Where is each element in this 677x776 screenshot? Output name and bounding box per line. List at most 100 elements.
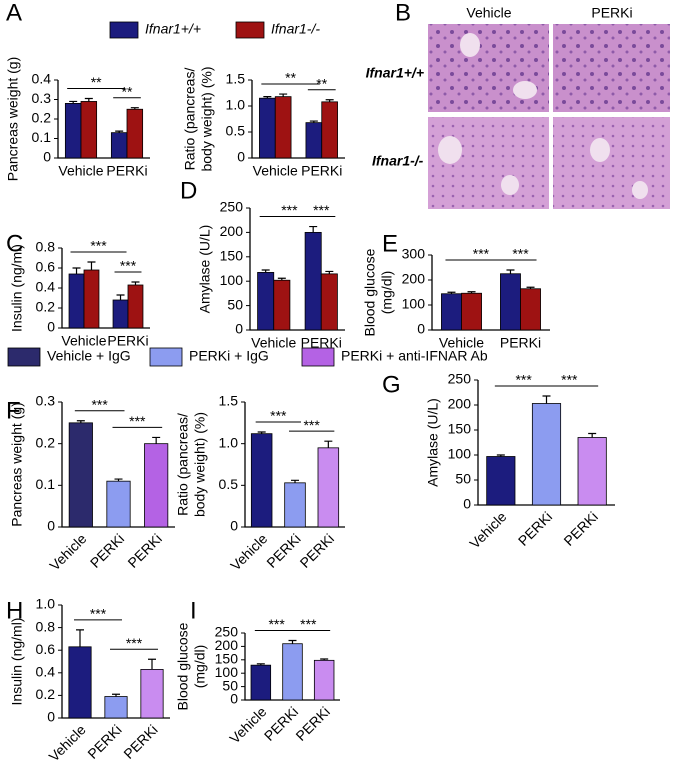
panel-letter: A xyxy=(6,0,22,26)
y-axis-label: Insulin (ng/ml) xyxy=(9,618,25,706)
bar xyxy=(259,97,276,159)
y-tick-label: 0.6 xyxy=(36,259,56,275)
error-bar xyxy=(261,269,270,273)
error-bar xyxy=(325,99,334,102)
significance-label: *** xyxy=(126,635,143,651)
y-tick-label: 100 xyxy=(402,296,426,312)
significance-label: ** xyxy=(316,75,327,91)
bar xyxy=(284,482,306,528)
y-axis-label: body weight) (%) xyxy=(199,66,215,171)
x-tick-label: PERKi xyxy=(500,335,541,351)
column-label: Vehicle xyxy=(466,5,511,21)
significance-label: *** xyxy=(129,413,146,429)
y-tick-label: 0 xyxy=(47,709,55,725)
bar xyxy=(250,433,273,528)
bar xyxy=(274,96,292,159)
y-tick-label: 50 xyxy=(222,677,238,693)
x-tick-label: PERKi xyxy=(515,508,555,548)
y-axis-label: Insulin (ng/ml) xyxy=(9,244,25,332)
error-bar xyxy=(115,130,124,133)
bar xyxy=(126,108,144,159)
x-tick-label: Vehicle xyxy=(227,530,270,573)
tissue-details xyxy=(438,33,648,199)
bar xyxy=(282,643,303,701)
error-bar xyxy=(324,440,333,448)
y-tick-label: 300 xyxy=(402,246,426,262)
y-tick-label: 0 xyxy=(230,691,238,707)
x-tick-label: PERKi xyxy=(106,163,147,179)
y-tick-label: 200 xyxy=(220,223,244,239)
y-tick-label: 0.3 xyxy=(32,90,52,106)
bar xyxy=(577,437,607,506)
panel-letter: D xyxy=(180,177,197,204)
panel-letter: B xyxy=(395,0,411,26)
y-tick-label: 100 xyxy=(215,664,239,680)
y-tick-label: 250 xyxy=(448,371,472,387)
bar xyxy=(273,279,291,331)
legend-label: Ifnar1-/- xyxy=(271,21,320,37)
significance-label: *** xyxy=(268,616,285,632)
y-tick-label: 0.1 xyxy=(32,129,52,145)
bar xyxy=(68,646,92,719)
x-tick-label: Vehicle xyxy=(46,530,89,573)
y-tick-label: 0.8 xyxy=(36,618,56,634)
error-bar xyxy=(130,107,139,110)
bar xyxy=(68,273,85,329)
y-tick-label: 250 xyxy=(215,624,239,640)
significance-label: *** xyxy=(300,616,317,632)
error-bar xyxy=(542,395,551,404)
x-tick-label: Vehicle xyxy=(61,333,106,349)
error-bar xyxy=(325,270,334,274)
error-bar xyxy=(256,663,265,666)
y-tick-label: 50 xyxy=(227,296,243,312)
x-tick-label: PERKi xyxy=(261,703,301,743)
y-tick-label: 0.2 xyxy=(36,434,56,450)
significance-label: ** xyxy=(285,70,296,86)
error-bar xyxy=(288,639,297,644)
x-tick-label: PERKi xyxy=(301,163,342,179)
legend-swatch xyxy=(235,21,265,39)
y-axis-label: Ratio (pancreas/ xyxy=(182,68,198,171)
y-tick-label: 0 xyxy=(235,321,243,337)
error-bar xyxy=(76,629,84,647)
bar xyxy=(68,422,93,528)
bar xyxy=(250,664,272,701)
error-bar xyxy=(526,286,535,289)
y-axis-label: (mg/dl) xyxy=(379,271,395,315)
significance-label: *** xyxy=(512,246,529,262)
x-tick-label: PERKi xyxy=(120,721,160,761)
error-bar xyxy=(496,454,505,457)
y-axis-label: Pancreas weight (g) xyxy=(9,402,25,527)
y-tick-label: 0.4 xyxy=(36,279,56,295)
histology-image xyxy=(553,24,670,112)
y-tick-label: 1.0 xyxy=(226,97,246,113)
y-tick-label: 100 xyxy=(448,446,472,462)
legend-label: Ifnar1+/+ xyxy=(145,21,201,37)
x-tick-label: PERKi xyxy=(560,508,600,548)
row-label: Ifnar1-/- xyxy=(372,153,424,169)
y-tick-label: 0.2 xyxy=(32,110,52,126)
significance-label: *** xyxy=(303,417,320,433)
bar xyxy=(520,288,541,331)
y-tick-label: 150 xyxy=(448,421,472,437)
y-tick-label: 0 xyxy=(417,321,425,337)
error-bar xyxy=(320,658,329,661)
y-tick-label: 150 xyxy=(215,651,239,667)
significance-label: *** xyxy=(90,606,107,622)
significance-label: *** xyxy=(473,246,490,262)
bar xyxy=(110,132,128,159)
y-tick-label: 200 xyxy=(402,271,426,287)
error-bar xyxy=(263,96,272,99)
x-tick-label: PERKi xyxy=(107,333,148,349)
bar xyxy=(320,273,338,331)
bar xyxy=(313,659,335,701)
y-tick-label: 1.5 xyxy=(226,71,246,87)
significance-label: *** xyxy=(561,372,578,388)
significance-label: *** xyxy=(120,258,137,274)
panel-letter: G xyxy=(382,371,401,398)
y-tick-label: 100 xyxy=(220,272,244,288)
x-tick-label: PERKi xyxy=(124,530,164,570)
histology-image xyxy=(428,24,549,112)
y-tick-label: 250 xyxy=(220,199,244,215)
